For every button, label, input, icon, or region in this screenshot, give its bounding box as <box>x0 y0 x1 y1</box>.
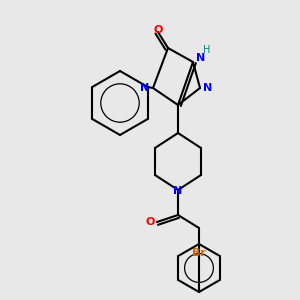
Text: N: N <box>196 53 206 63</box>
Text: O: O <box>153 25 163 35</box>
Text: N: N <box>203 83 213 93</box>
Text: Br: Br <box>192 248 206 258</box>
Text: N: N <box>173 186 183 196</box>
Text: N: N <box>140 83 150 93</box>
Text: O: O <box>145 217 155 227</box>
Text: H: H <box>203 45 211 55</box>
